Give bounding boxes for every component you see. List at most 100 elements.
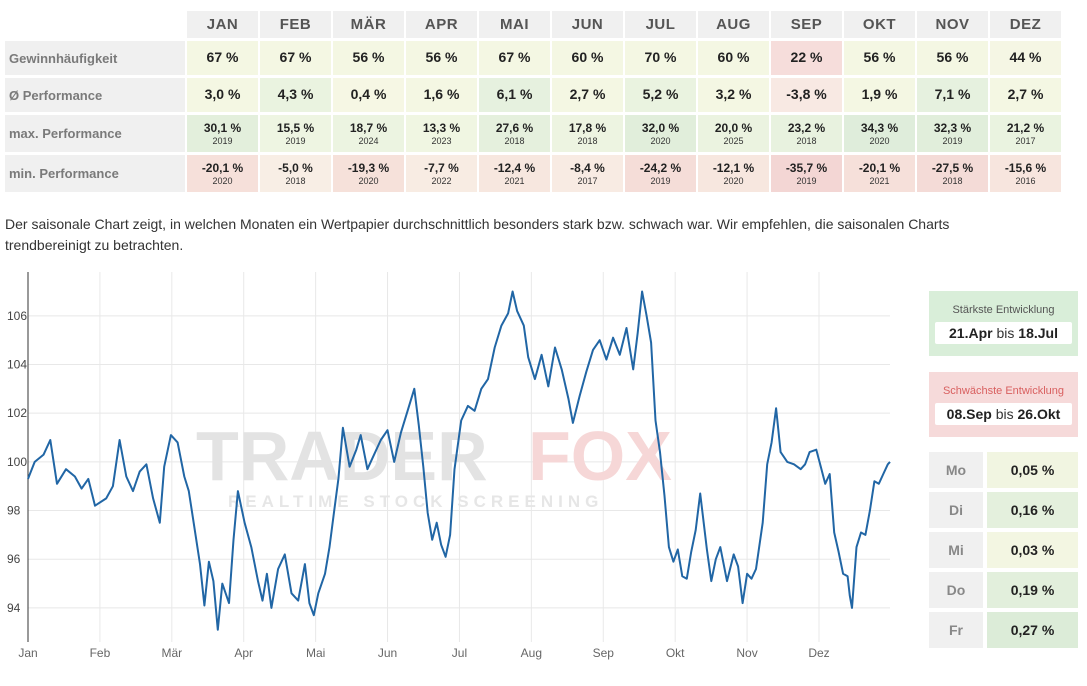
weekday-value: 0,27 % [987,612,1078,648]
max-performance-cell: 15,5 % 2019 [258,115,331,155]
cell-value: 67 % [279,49,312,65]
max-performance-cell: 32,0 % 2020 [623,115,696,155]
x-tick-label: Aug [521,646,542,660]
month-header: APR [404,11,477,41]
cell-value: 6,1 % [496,86,533,102]
seasonal-series-line [27,290,891,631]
x-tick-label: Jul [452,646,467,660]
min-performance-cell: -20,1 % 2021 [842,155,915,195]
range-separator: bis [995,406,1014,422]
month-header-row: JAN FEB MÄR APR MAI JUN JUL AUG SEP OKT … [5,11,1061,41]
weakest-end: 26.Okt [1017,406,1061,422]
x-tick-label: Okt [666,646,685,660]
cell-value: 5,2 % [642,86,679,102]
avg-performance-cell: 4,3 % [258,78,331,115]
cell-value: -15,6 % [1004,160,1047,175]
cell-value: 18,7 % [349,120,388,135]
x-tick-label: Feb [90,646,111,660]
strongest-period-box: Stärkste Entwicklung 21.Apr bis 18.Jul [929,291,1078,356]
x-tick-label: Jun [378,646,397,660]
min-performance-cell: -20,1 % 2020 [185,155,258,195]
month-header: JAN [185,11,258,41]
cell-year: 2020 [358,175,379,186]
avg-performance-cell: 5,2 % [623,78,696,115]
weekday-label: Do [929,572,983,608]
cell-value: 56 % [863,49,896,65]
cell-year: 2021 [869,175,890,186]
winrate-cell: 44 % [988,41,1061,78]
cell-value: 67 % [206,49,239,65]
strongest-start: 21.Apr [949,325,993,341]
avg-performance-cell: 1,6 % [404,78,477,115]
weekday-value: 0,03 % [987,532,1078,568]
max-performance-cell: 13,3 % 2023 [404,115,477,155]
cell-year: 2018 [577,135,598,146]
min-performance-label: min. Performance [5,155,185,195]
cell-value: 20,0 % [714,120,753,135]
min-performance-cell: -5,0 % 2018 [258,155,331,195]
min-performance-cell: -27,5 % 2018 [915,155,988,195]
winrate-cell: 67 % [477,41,550,78]
cell-value: 60 % [717,49,750,65]
y-tick-label: 104 [7,358,27,372]
cell-value: -19,3 % [347,160,390,175]
avg-performance-cell: 2,7 % [988,78,1061,115]
winrate-cell: 70 % [623,41,696,78]
weekday-row: Mo 0,05 % [929,452,1078,488]
weakest-period-box: Schwächste Entwicklung 08.Sep bis 26.Okt [929,372,1078,437]
cell-value: 3,2 % [715,86,752,102]
min-performance-cell: -8,4 % 2017 [550,155,623,195]
chart-description: Der saisonale Chart zeigt, in welchen Mo… [5,216,950,253]
weekday-label: Mi [929,532,983,568]
cell-value: -35,7 % [785,160,828,175]
winrate-cell: 60 % [696,41,769,78]
max-performance-cell: 30,1 % 2019 [185,115,258,155]
weekday-label: Fr [929,612,983,648]
winrate-cell: 67 % [258,41,331,78]
month-header: JUN [550,11,623,41]
cell-value: 3,0 % [204,86,241,102]
cell-value: 34,3 % [860,120,899,135]
winrate-cell: 67 % [185,41,258,78]
cell-value: 67 % [498,49,531,65]
cell-value: 60 % [571,49,604,65]
avg-performance-cell: 3,2 % [696,78,769,115]
cell-value: 23,2 % [787,120,826,135]
max-performance-cell: 32,3 % 2019 [915,115,988,155]
cell-value: 32,3 % [933,120,972,135]
cell-value: 21,2 % [1006,120,1045,135]
strongest-end: 18.Jul [1018,325,1058,341]
winrate-row: Gewinnhäufigkeit 67 % 67 % 56 % 56 % 67 % 60 %… [5,41,1061,78]
max-performance-cell: 23,2 % 2018 [769,115,842,155]
cell-year: 2023 [431,135,452,146]
cell-value: -8,4 % [570,160,605,175]
cell-value: 7,1 % [934,86,971,102]
cell-year: 2018 [504,135,525,146]
cell-year: 2020 [869,135,890,146]
cell-year: 2018 [942,175,963,186]
min-performance-cell: -7,7 % 2022 [404,155,477,195]
max-performance-cell: 21,2 % 2017 [988,115,1061,155]
cell-value: 13,3 % [422,120,461,135]
cell-value: 1,9 % [861,86,898,102]
cell-year: 2018 [285,175,306,186]
watermark-tagline: REALTIME STOCK SCREENING [228,492,603,511]
month-header: MÄR [331,11,404,41]
cell-value: -3,8 % [786,86,827,102]
x-tick-label: Sep [593,646,615,660]
min-performance-cell: -19,3 % 2020 [331,155,404,195]
cell-value: 70 % [644,49,677,65]
cell-value: 2,7 % [569,86,606,102]
cell-year: 2025 [723,135,744,146]
chart-grid [27,272,890,642]
month-header: DEZ [988,11,1061,41]
month-header: JUL [623,11,696,41]
cell-value: -20,1 % [201,160,244,175]
cell-year: 2017 [1015,135,1036,146]
month-header: NOV [915,11,988,41]
cell-year: 2019 [212,135,233,146]
table-corner [5,11,185,41]
cell-value: -12,4 % [493,160,536,175]
min-performance-row: min. Performance -20,1 % 2020 -5,0 % 2018 -19… [5,155,1061,195]
weekday-value: 0,19 % [987,572,1078,608]
